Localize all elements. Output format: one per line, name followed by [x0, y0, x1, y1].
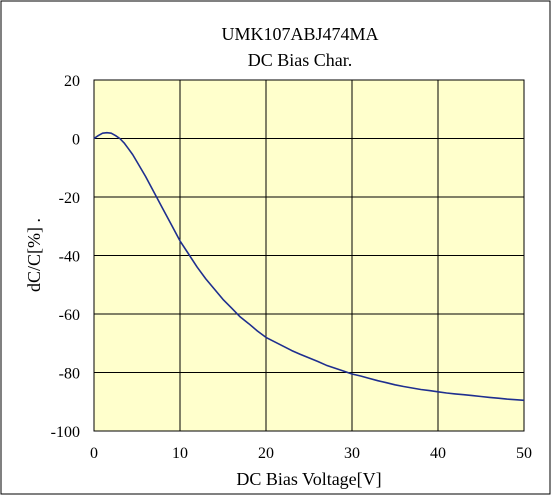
y-tick-label: -40 [59, 249, 80, 266]
x-axis-label: DC Bias Voltage[V] [236, 469, 381, 489]
x-tick-label: 20 [258, 445, 274, 462]
chart-subtitle: DC Bias Char. [248, 50, 353, 70]
y-axis-label: dC/C[%] . [24, 218, 44, 292]
y-tick-label: -80 [59, 366, 80, 383]
series-group [93, 131, 525, 402]
series-line [93, 131, 525, 402]
chart-title: UMK107ABJ474MA [221, 24, 378, 44]
x-tick-label: 50 [516, 445, 532, 462]
y-tick-label: 0 [72, 132, 80, 149]
y-tick-label: -20 [59, 190, 80, 207]
grid [94, 80, 524, 431]
y-tick-label: -100 [51, 424, 80, 441]
x-tick-label: 10 [172, 445, 188, 462]
y-tick-label: 20 [64, 73, 80, 90]
y-tick-label: -60 [59, 307, 80, 324]
tick-labels: 0 10 20 30 40 50 20 0 -20 -40 -60 -80 -100 [51, 73, 532, 462]
x-tick-label: 0 [90, 445, 98, 462]
x-tick-label: 40 [430, 445, 446, 462]
x-tick-label: 30 [344, 445, 360, 462]
